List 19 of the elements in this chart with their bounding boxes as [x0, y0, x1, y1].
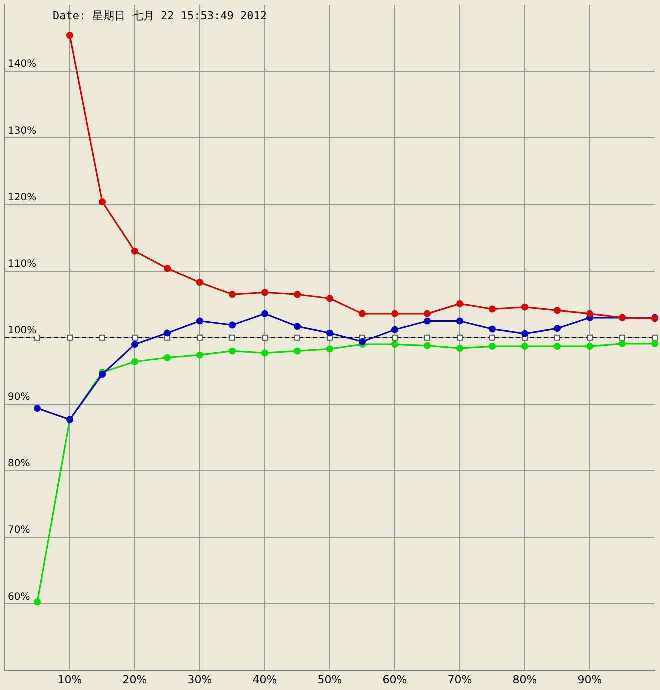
y-tick-label: 90% [8, 392, 30, 404]
annotation: Date: 星期日 七月 22 15:53:49 2012 [53, 9, 267, 22]
y-tick-label: 80% [8, 458, 30, 470]
y-tick-label: 60% [8, 592, 30, 603]
x-tick-label: 10% [58, 673, 82, 686]
y-tick-label: 120% [8, 192, 37, 204]
x-tick-label: 30% [188, 673, 212, 686]
x-tick-label: 90% [578, 673, 602, 686]
x-tick-label: 60% [382, 673, 408, 686]
y-tick-label: 130% [8, 126, 37, 137]
x-tick-label: 20% [122, 673, 148, 686]
y-tick-label: 100% [8, 325, 37, 336]
x-tick-label: 40% [252, 673, 278, 686]
x-tick-label: 50% [318, 673, 342, 686]
x-tick-label: 80% [512, 673, 538, 686]
x-tick-label: 70% [448, 673, 472, 686]
y-tick-label: 70% [8, 525, 30, 536]
y-tick-label: 110% [8, 258, 37, 270]
y-tick-label: 140% [8, 59, 37, 70]
